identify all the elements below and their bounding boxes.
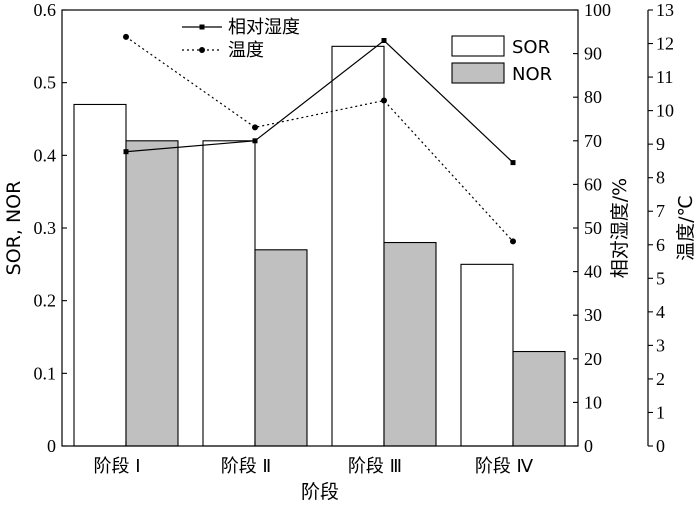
bar-nor-3 xyxy=(383,241,437,447)
x-tick-label-3: 阶段 Ⅲ xyxy=(348,456,402,477)
temperature-tick-label-9: 9 xyxy=(656,134,665,154)
axes-layer xyxy=(62,9,653,447)
left-tick-label-1: 0.1 xyxy=(34,363,57,383)
bar-sor-4 xyxy=(460,263,514,447)
humidity-point-3 xyxy=(381,38,387,44)
temperature-tick-label-6: 6 xyxy=(656,235,665,255)
humidity-tick-label-7: 70 xyxy=(584,131,602,151)
left-axis-title: SOR, NOR xyxy=(3,181,25,276)
bar-sor-1 xyxy=(73,103,127,447)
temperature-tick-label-0: 0 xyxy=(656,436,665,456)
bar-sor-2 xyxy=(202,140,256,447)
humidity-point-1 xyxy=(123,149,129,155)
legend-sor-swatch xyxy=(451,35,505,57)
left-tick-label-6: 0.6 xyxy=(34,0,57,20)
legend-humidity-label: 相对湿度 xyxy=(228,17,300,38)
legend-humidity-marker xyxy=(199,24,205,30)
humidity-point-2 xyxy=(252,138,258,144)
left-tick-label-3: 0.3 xyxy=(34,218,57,238)
humidity-tick-label-10: 100 xyxy=(584,0,611,20)
bar-nor-2 xyxy=(254,249,308,447)
humidity-tick-label-8: 80 xyxy=(584,87,602,107)
temperature-tick-label-4: 4 xyxy=(656,302,665,322)
temperature-tick-label-10: 10 xyxy=(656,101,674,121)
lines-layer xyxy=(123,33,516,245)
temperature-axis-title: 温度/℃ xyxy=(675,195,697,261)
humidity-tick-label-1: 10 xyxy=(584,392,602,412)
humidity-tick-label-4: 40 xyxy=(584,262,602,282)
x-axis-title: 阶段 xyxy=(301,481,339,503)
temperature-tick-label-1: 1 xyxy=(656,402,665,422)
temperature-point-1 xyxy=(123,33,129,40)
x-tick-label-4: 阶段 Ⅳ xyxy=(475,456,534,477)
legend-sor-label: SOR xyxy=(512,37,550,58)
temperature-tick-label-5: 5 xyxy=(656,268,665,288)
humidity-tick-label-2: 20 xyxy=(584,349,602,369)
x-tick-label-2: 阶段 Ⅱ xyxy=(221,456,272,477)
temperature-tick-label-8: 8 xyxy=(656,168,665,188)
temperature-tick-label-12: 12 xyxy=(656,34,674,54)
left-tick-label-0: 0 xyxy=(47,436,56,456)
humidity-tick-label-5: 50 xyxy=(584,218,602,238)
humidity-tick-label-3: 30 xyxy=(584,305,602,325)
temperature-tick-label-2: 2 xyxy=(656,369,665,389)
legend-nor-swatch xyxy=(451,62,505,84)
humidity-tick-label-0: 0 xyxy=(584,436,593,456)
legend-nor-label: NOR xyxy=(512,64,552,85)
temperature-tick-label-13: 13 xyxy=(656,0,674,20)
humidity-axis-title: 相对湿度/% xyxy=(609,178,631,278)
x-tick-label-1: 阶段 Ⅰ xyxy=(93,456,140,477)
left-tick-label-2: 0.2 xyxy=(34,291,57,311)
bar-nor-1 xyxy=(125,140,179,447)
humidity-tick-label-9: 90 xyxy=(584,44,602,64)
line-humidity xyxy=(125,39,514,164)
bar-sor-3 xyxy=(331,45,385,447)
temperature-point-2 xyxy=(252,124,258,131)
temperature-tick-label-11: 11 xyxy=(656,67,673,87)
temperature-tick-label-3: 3 xyxy=(656,335,665,355)
text-layer: 00.10.20.30.40.50.6010203040506070809010… xyxy=(3,0,697,503)
left-tick-label-5: 0.5 xyxy=(34,73,57,93)
temperature-point-4 xyxy=(510,238,516,245)
temperature-point-3 xyxy=(381,97,387,104)
bars-layer xyxy=(73,45,566,447)
legend-temperature-marker xyxy=(199,47,205,53)
humidity-point-4 xyxy=(510,160,516,166)
left-tick-label-4: 0.4 xyxy=(34,145,57,165)
legend-temperature-label: 温度 xyxy=(228,40,264,61)
humidity-tick-label-6: 60 xyxy=(584,174,602,194)
temperature-tick-label-7: 7 xyxy=(656,201,665,221)
bar-nor-4 xyxy=(512,350,566,447)
